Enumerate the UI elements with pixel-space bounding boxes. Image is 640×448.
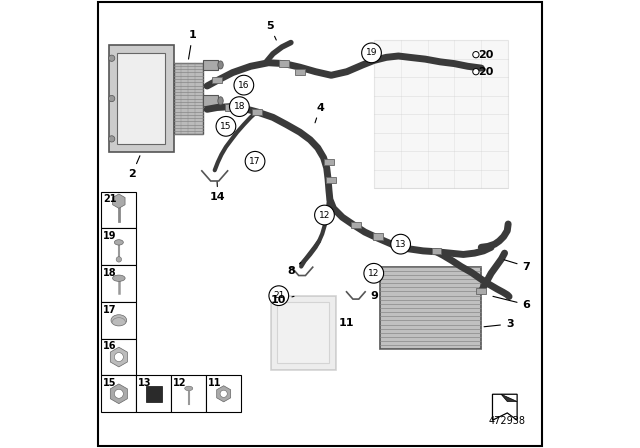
Circle shape bbox=[230, 97, 249, 116]
Text: 21: 21 bbox=[103, 194, 116, 204]
Bar bbox=[271, 296, 336, 370]
Circle shape bbox=[220, 390, 227, 397]
Bar bbox=[476, 288, 486, 294]
Bar bbox=[109, 45, 173, 152]
Ellipse shape bbox=[111, 314, 127, 326]
Text: 472938: 472938 bbox=[488, 417, 525, 426]
Bar bbox=[278, 302, 329, 363]
Circle shape bbox=[391, 234, 410, 254]
Text: 14: 14 bbox=[210, 182, 226, 202]
Text: 16: 16 bbox=[103, 341, 116, 351]
Bar bbox=[101, 339, 136, 375]
Bar bbox=[374, 40, 508, 188]
Ellipse shape bbox=[218, 61, 223, 69]
Circle shape bbox=[216, 116, 236, 136]
Bar bbox=[380, 267, 481, 349]
Circle shape bbox=[473, 69, 479, 75]
Bar bbox=[172, 375, 206, 412]
Text: 19: 19 bbox=[103, 231, 116, 241]
Text: 11: 11 bbox=[208, 378, 221, 388]
Bar bbox=[101, 265, 136, 302]
Text: 12: 12 bbox=[173, 378, 186, 388]
Bar bbox=[173, 63, 203, 134]
Text: 6: 6 bbox=[493, 296, 531, 310]
Text: 18: 18 bbox=[234, 102, 245, 111]
Text: 17: 17 bbox=[103, 305, 116, 314]
Circle shape bbox=[473, 52, 479, 58]
Bar bbox=[203, 60, 218, 70]
Text: 13: 13 bbox=[138, 378, 152, 388]
Bar bbox=[116, 53, 165, 144]
Circle shape bbox=[364, 263, 383, 283]
Text: 15: 15 bbox=[103, 378, 116, 388]
Text: 12: 12 bbox=[319, 211, 330, 220]
Bar bbox=[101, 375, 136, 412]
Circle shape bbox=[109, 136, 115, 142]
Ellipse shape bbox=[218, 97, 223, 105]
Text: 4: 4 bbox=[315, 103, 324, 123]
Text: 20: 20 bbox=[477, 50, 493, 60]
Bar bbox=[326, 177, 336, 183]
Text: 10: 10 bbox=[271, 295, 294, 305]
Bar bbox=[212, 77, 222, 83]
Circle shape bbox=[116, 257, 122, 262]
Bar bbox=[295, 69, 305, 75]
Bar bbox=[225, 104, 236, 111]
Bar bbox=[136, 375, 172, 412]
Text: 1: 1 bbox=[189, 30, 196, 59]
Bar bbox=[203, 95, 218, 106]
Bar bbox=[373, 233, 383, 240]
Bar bbox=[279, 60, 289, 67]
Text: 8: 8 bbox=[287, 263, 301, 276]
Polygon shape bbox=[501, 394, 517, 401]
Bar bbox=[431, 248, 442, 254]
Text: 19: 19 bbox=[366, 48, 377, 57]
Text: 12: 12 bbox=[368, 269, 380, 278]
Bar bbox=[206, 375, 241, 412]
Circle shape bbox=[315, 205, 334, 225]
Bar bbox=[101, 228, 136, 265]
Text: 21: 21 bbox=[273, 291, 284, 300]
Bar bbox=[252, 109, 262, 115]
Text: 3: 3 bbox=[484, 319, 513, 329]
Ellipse shape bbox=[115, 240, 124, 245]
Text: 9: 9 bbox=[371, 291, 379, 301]
Text: 16: 16 bbox=[238, 81, 250, 90]
Bar bbox=[351, 222, 361, 228]
Text: 15: 15 bbox=[220, 122, 232, 131]
Text: 17: 17 bbox=[250, 157, 260, 166]
Polygon shape bbox=[493, 394, 517, 420]
Circle shape bbox=[109, 55, 115, 61]
Text: 13: 13 bbox=[395, 240, 406, 249]
Ellipse shape bbox=[185, 386, 193, 391]
Circle shape bbox=[362, 43, 381, 63]
Bar bbox=[101, 302, 136, 339]
Circle shape bbox=[115, 353, 124, 362]
Text: 11: 11 bbox=[338, 319, 354, 328]
Bar bbox=[324, 159, 334, 165]
Circle shape bbox=[269, 286, 289, 306]
Ellipse shape bbox=[113, 275, 125, 281]
Text: 5: 5 bbox=[266, 21, 276, 40]
Text: 18: 18 bbox=[103, 268, 116, 278]
Text: 7: 7 bbox=[504, 260, 531, 271]
Text: 20: 20 bbox=[477, 67, 493, 77]
Circle shape bbox=[109, 95, 115, 102]
Bar bbox=[146, 386, 162, 402]
Circle shape bbox=[245, 151, 265, 171]
Circle shape bbox=[115, 389, 124, 398]
Circle shape bbox=[234, 75, 253, 95]
Text: 2: 2 bbox=[128, 156, 140, 179]
Bar bbox=[101, 192, 136, 228]
